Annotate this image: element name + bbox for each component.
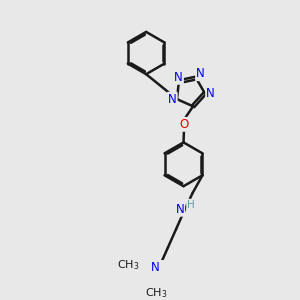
Text: N: N <box>174 71 183 84</box>
Text: N: N <box>168 93 177 106</box>
Text: O: O <box>179 118 189 131</box>
Text: N: N <box>196 67 205 80</box>
Text: H: H <box>187 200 195 210</box>
Text: CH$_3$: CH$_3$ <box>117 258 139 272</box>
Text: N: N <box>176 203 184 216</box>
Text: N: N <box>206 87 215 100</box>
Text: N: N <box>151 261 159 274</box>
Text: CH$_3$: CH$_3$ <box>146 286 168 300</box>
